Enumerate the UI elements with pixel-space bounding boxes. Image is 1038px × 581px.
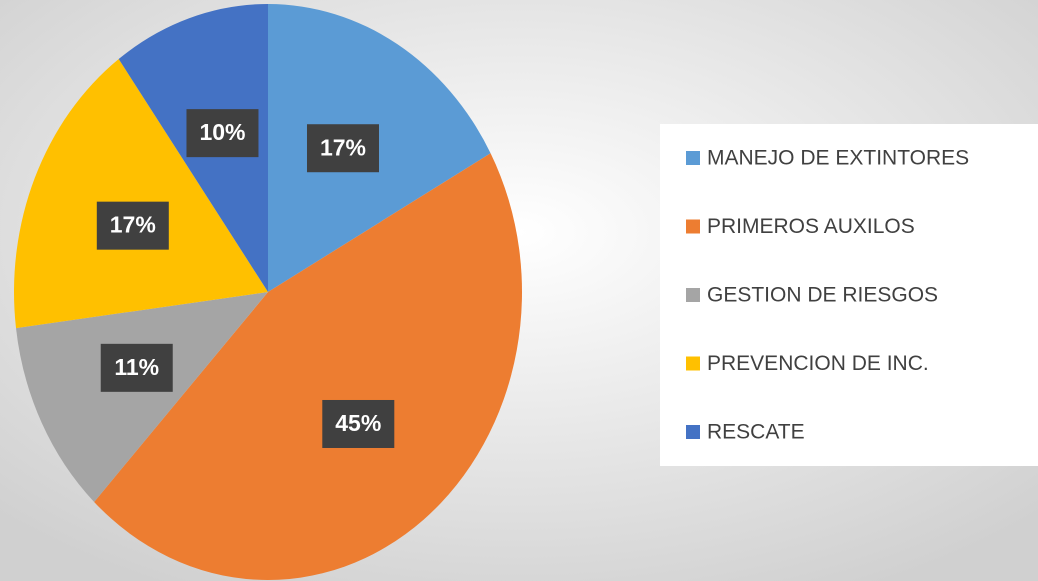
- legend-box: [660, 124, 1038, 466]
- legend-label: RESCATE: [707, 421, 805, 444]
- pie-slice: [94, 153, 523, 581]
- value-label: 17%: [110, 212, 156, 238]
- value-label-box: [322, 399, 395, 448]
- legend-swatch: [686, 151, 700, 165]
- value-label: 10%: [199, 119, 245, 145]
- legend-label: MANEJO DE EXTINTORES: [707, 147, 969, 170]
- legend-swatch: [686, 356, 700, 371]
- legend-swatch: [686, 425, 700, 439]
- value-label: 17%: [320, 134, 366, 160]
- value-label-box: [100, 343, 173, 392]
- pie-slice: [268, 4, 491, 292]
- legend-swatch: [686, 288, 700, 302]
- value-label: 45%: [335, 410, 381, 436]
- value-label-box: [186, 109, 259, 158]
- legend-label: PRIMEROS AUXILOS: [707, 215, 915, 238]
- value-label-box: [306, 124, 379, 173]
- legend-label: GESTION DE RIESGOS: [707, 284, 938, 307]
- value-label-box: [96, 201, 169, 250]
- legend-swatch: [686, 219, 700, 234]
- pie-slice: [16, 292, 268, 502]
- value-label: 11%: [114, 354, 159, 380]
- legend-label: PREVENCION DE INC.: [707, 352, 929, 375]
- pie-slice: [13, 59, 268, 329]
